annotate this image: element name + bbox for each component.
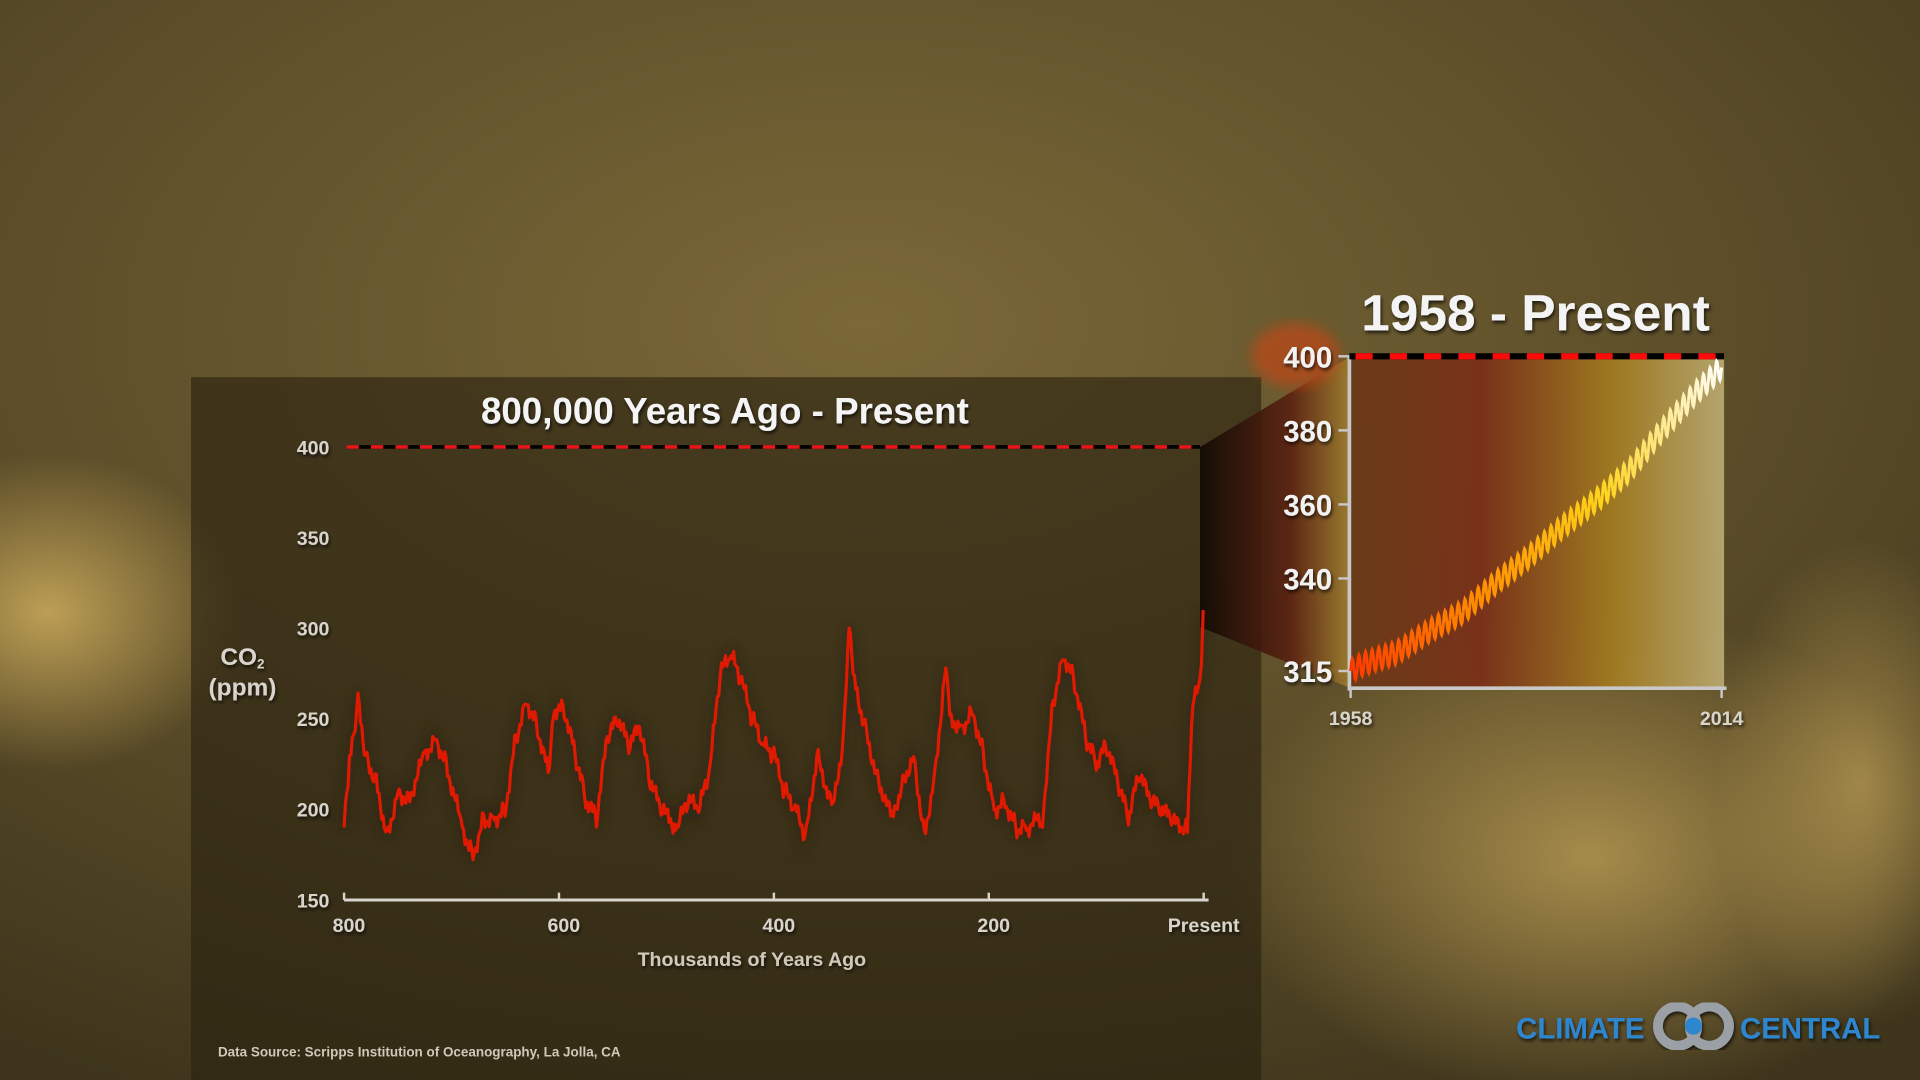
inset-y-tick-label: 360 <box>1283 489 1332 522</box>
inset-series-segment <box>1627 454 1638 480</box>
inset-series-segment <box>1686 384 1697 411</box>
main-y-tick-label: 250 <box>297 709 330 731</box>
inset-series-segment <box>1514 550 1525 578</box>
main-x-tick-label: 400 <box>762 915 795 937</box>
inset-series-segment <box>1680 391 1690 418</box>
inset-series-segment <box>1408 627 1419 656</box>
inset-series-segment <box>1647 429 1657 456</box>
inset-series-segment <box>1700 370 1710 397</box>
inset-series-segment <box>1693 376 1704 404</box>
inset-series-segment <box>1415 622 1425 651</box>
inset-series-segment <box>1594 484 1604 512</box>
inset-series-segment <box>1554 515 1565 544</box>
inset-x-tick-label: 2014 <box>1700 708 1744 730</box>
main-series-line <box>342 609 1205 862</box>
inset-chart-title: 1958 - Present <box>1361 284 1710 342</box>
cloud <box>0 453 245 772</box>
main-y-axis-label: CO2 <box>220 644 264 672</box>
inset-series-segment <box>1382 641 1392 671</box>
inset-series-segment <box>1614 466 1624 494</box>
inset-series-segment <box>1435 610 1445 639</box>
inset-series-segment <box>1561 510 1571 539</box>
main-x-tick-label: Present <box>1168 915 1240 937</box>
logo-text-left: CLIMATE <box>1516 1012 1644 1045</box>
inset-series-segment <box>1607 472 1618 500</box>
inset-series-segment <box>1428 613 1439 643</box>
climate-central-logo: CLIMATE CENTRAL <box>1516 1001 1880 1051</box>
logo-text-right: CENTRAL <box>1740 1012 1880 1045</box>
main-y-axis-unit: (ppm) <box>208 675 276 702</box>
inset-series-segment <box>1521 545 1531 573</box>
main-y-tick-label: 150 <box>297 890 330 912</box>
inset-series-segment <box>1528 539 1538 567</box>
inset-series-segment <box>1388 639 1399 669</box>
main-y-tick-label: 350 <box>297 528 330 550</box>
cloud <box>1714 538 1920 1029</box>
inset-series-segment <box>1587 489 1598 517</box>
inset-series-segment <box>1640 438 1651 464</box>
main-x-tick-label: 200 <box>977 915 1010 937</box>
inset-series-segment <box>1395 636 1406 665</box>
inset-y-tick-label: 400 <box>1283 341 1332 374</box>
main-y-tick-label: 400 <box>297 437 330 459</box>
inset-series-segment <box>1355 650 1366 680</box>
inset-series-segment <box>1673 398 1684 425</box>
inset-series-segment <box>1441 607 1452 636</box>
main-x-tick-label: 600 <box>548 915 581 937</box>
inset-series-segment <box>1660 413 1671 440</box>
glow-400 <box>1251 323 1340 387</box>
inset-series-segment <box>1634 446 1644 472</box>
inset-series-segment <box>1574 499 1584 528</box>
inset-series-segment <box>1488 571 1498 599</box>
main-x-tick-label: 800 <box>333 915 366 937</box>
co2-subscript: 2 <box>257 657 264 672</box>
inset-series-segment <box>1667 405 1677 433</box>
inset-series-segment <box>1375 643 1386 673</box>
main-x-axis-label: Thousands of Years Ago <box>638 949 866 971</box>
main-y-tick-label: 200 <box>297 800 330 822</box>
inset-series-segment <box>1581 495 1591 523</box>
inset-series-segment <box>1501 560 1512 589</box>
inset-series-segment <box>1567 505 1578 533</box>
inset-y-tick-label: 380 <box>1283 415 1332 448</box>
inset-series-segment <box>1534 533 1545 561</box>
inset-series-segment <box>1508 555 1518 584</box>
data-source: Data Source: Scripps Institution of Ocea… <box>218 1045 621 1060</box>
inset-series-segment <box>1713 357 1724 385</box>
inset-series-segment <box>1422 618 1432 647</box>
co2-label: CO <box>220 644 257 671</box>
inset-series-segment <box>1362 647 1372 678</box>
inset-series-segment <box>1481 577 1492 605</box>
inset-series-segment <box>1541 527 1551 555</box>
zoom-funnel <box>1200 356 1351 689</box>
main-y-tick-label: 300 <box>297 619 330 641</box>
inset-series-segment <box>1653 422 1664 448</box>
inset-series-segment <box>1455 599 1465 628</box>
inset-y-tick-label: 315 <box>1283 656 1332 689</box>
main-chart-title: 800,000 Years Ago - Present <box>481 391 969 432</box>
inset-series-segment <box>1706 364 1717 391</box>
inset-x-tick-label: 1958 <box>1329 708 1373 730</box>
inset-series-segment <box>1448 602 1459 632</box>
inset-series-segment <box>1468 589 1478 617</box>
inset-series-segment <box>1461 595 1472 623</box>
inset-series-segment <box>1475 583 1485 611</box>
inset-series-segment <box>1600 478 1611 506</box>
inset-series-segment <box>1349 655 1359 684</box>
inset-series-segment <box>1494 565 1505 593</box>
inset-y-tick-label: 340 <box>1283 563 1332 596</box>
inset-series-segment <box>1402 631 1412 660</box>
logo-center <box>1684 1017 1703 1035</box>
inset-series-segment <box>1368 645 1379 675</box>
inset-series-segment <box>1547 522 1558 549</box>
inset-series-segment <box>1620 460 1631 488</box>
